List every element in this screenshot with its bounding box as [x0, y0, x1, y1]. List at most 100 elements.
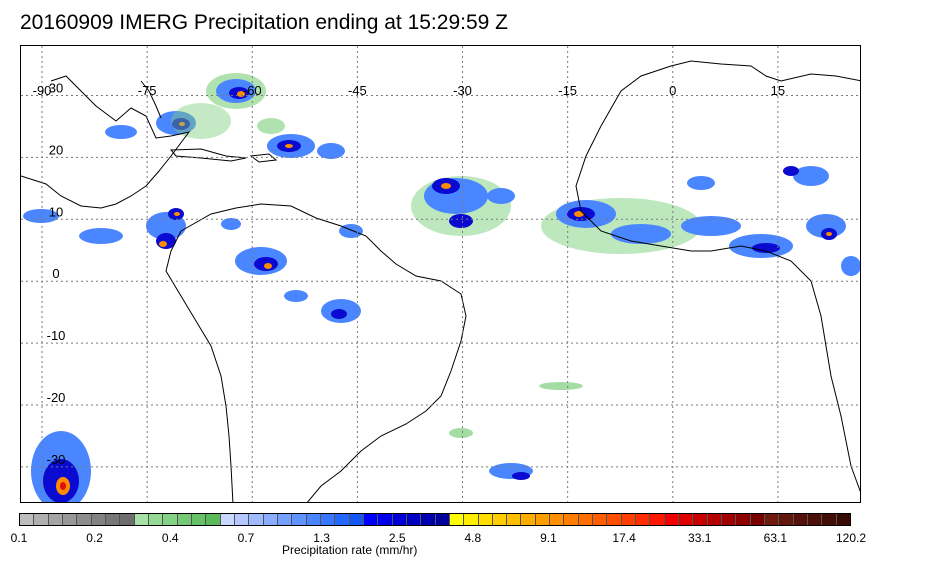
colorbar-tick-label: 0.7 [237, 531, 255, 545]
longitude-label: -75 [138, 83, 157, 98]
colorbar-swatch [435, 514, 450, 525]
colorbar-swatch [464, 514, 479, 525]
precip-cell [611, 224, 671, 244]
colorbar-swatch [650, 514, 665, 525]
africa-west-coast [575, 125, 860, 492]
colorbar-swatch [664, 514, 680, 525]
graticule [21, 46, 860, 502]
colorbar-tick-label: 2.5 [388, 531, 406, 545]
colorbar-swatch [263, 514, 278, 525]
precip-cell [221, 218, 241, 230]
longitude-label: -60 [243, 83, 262, 98]
precip-cell [687, 176, 715, 190]
precipitation-map[interactable]: -90 -75 -60 -45 -30 -15 0 15 30 20 10 0 -10 -20 -30 [20, 45, 861, 503]
longitude-label: -15 [558, 83, 577, 98]
precip-cell [539, 382, 583, 390]
precip-cell [512, 472, 530, 480]
colorbar-swatch [77, 514, 92, 525]
latitude-label: -10 [47, 328, 66, 343]
colorbar-tick-label: 0.1 [10, 531, 28, 545]
precip-cell [826, 232, 832, 236]
latitude-label: -20 [47, 390, 66, 405]
colorbar-swatch [507, 514, 522, 525]
latitude-label: 20 [49, 142, 63, 157]
colorbar-tick-label: 120.2 [835, 531, 867, 545]
colorbar-swatch [822, 514, 837, 525]
florida-coast [140, 80, 162, 119]
precip-cell [841, 256, 860, 276]
colorbar-swatch [578, 514, 594, 525]
colorbar-swatch [105, 514, 121, 525]
colorbar-swatch [693, 514, 708, 525]
precip-cell [752, 243, 780, 253]
colorbar-swatch [550, 514, 565, 525]
colorbar-swatch [292, 514, 307, 525]
colorbar-swatch [335, 514, 350, 525]
precip-cell [257, 118, 285, 134]
longitude-label: 15 [771, 83, 785, 98]
colorbar-swatch [521, 514, 536, 525]
colorbar-tick-label: 0.4 [161, 531, 179, 545]
colorbar-swatch [120, 514, 135, 525]
colorbar-swatch [220, 514, 235, 525]
precip-cell [793, 166, 829, 186]
longitude-label: -90 [33, 83, 52, 98]
precip-cell [264, 263, 272, 269]
colorbar-swatch [392, 514, 407, 525]
colorbar-swatch [707, 514, 723, 525]
colorbar-label: Precipitation rate (mm/hr) [282, 543, 418, 557]
colorbar-swatch [535, 514, 551, 525]
colorbar-swatch [750, 514, 766, 525]
north-america-coast [21, 75, 191, 209]
colorbar-tick-label: 63.1 [763, 531, 788, 545]
colorbar-swatch [234, 514, 250, 525]
precip-cell [487, 188, 515, 204]
colorbar-swatch [163, 514, 178, 525]
map-title: 20160909 IMERG Precipitation ending at 1… [20, 11, 508, 34]
south-america-coast [180, 203, 467, 502]
colorbar-swatch [636, 514, 651, 525]
precip-cell [285, 144, 293, 148]
precip-cell [339, 224, 363, 238]
precip-cell [179, 122, 185, 126]
colorbar-tick-label: 4.8 [464, 531, 482, 545]
colorbar-swatch [148, 514, 164, 525]
precip-cell [331, 309, 347, 319]
colorbar-swatch [449, 514, 465, 525]
latitude-label: 0 [52, 266, 59, 281]
colorbar-swatch [607, 514, 622, 525]
precip-cell [79, 228, 123, 244]
africa-coast [600, 60, 860, 127]
longitude-label: 0 [669, 83, 676, 98]
colorbar-swatch [206, 514, 221, 525]
colorbar-swatch [134, 514, 149, 525]
colorbar-swatch [91, 514, 106, 525]
colorbar-swatch [836, 514, 851, 525]
colorbar-swatch [593, 514, 608, 525]
colorbar-swatch [621, 514, 637, 525]
colorbar-swatch [34, 514, 49, 525]
colorbar-tick-label: 33.1 [688, 531, 712, 545]
colorbar-swatch [249, 514, 264, 525]
precip-cell [441, 183, 451, 189]
colorbar-swatch [20, 514, 35, 525]
precip-cell [681, 216, 741, 236]
colorbar-swatch [349, 514, 364, 525]
longitude-label: -30 [453, 83, 472, 98]
precip-cell [284, 290, 308, 302]
colorbar-swatch [421, 514, 436, 525]
colorbar-swatch [478, 514, 493, 525]
colorbar-swatch [177, 514, 192, 525]
coastline-layer [21, 60, 860, 502]
colorbar-swatch [277, 514, 293, 525]
precip-cell [783, 166, 799, 176]
colorbar-swatch [736, 514, 751, 525]
latitude-label: 10 [49, 204, 63, 219]
longitude-label: -45 [348, 83, 367, 98]
colorbar-swatch [378, 514, 393, 525]
colorbar-swatch [679, 514, 694, 525]
colorbar-swatch [765, 514, 780, 525]
colorbar-tick-label: 9.1 [540, 531, 557, 545]
precip-cell [171, 103, 231, 139]
colorbar-swatch [564, 514, 579, 525]
